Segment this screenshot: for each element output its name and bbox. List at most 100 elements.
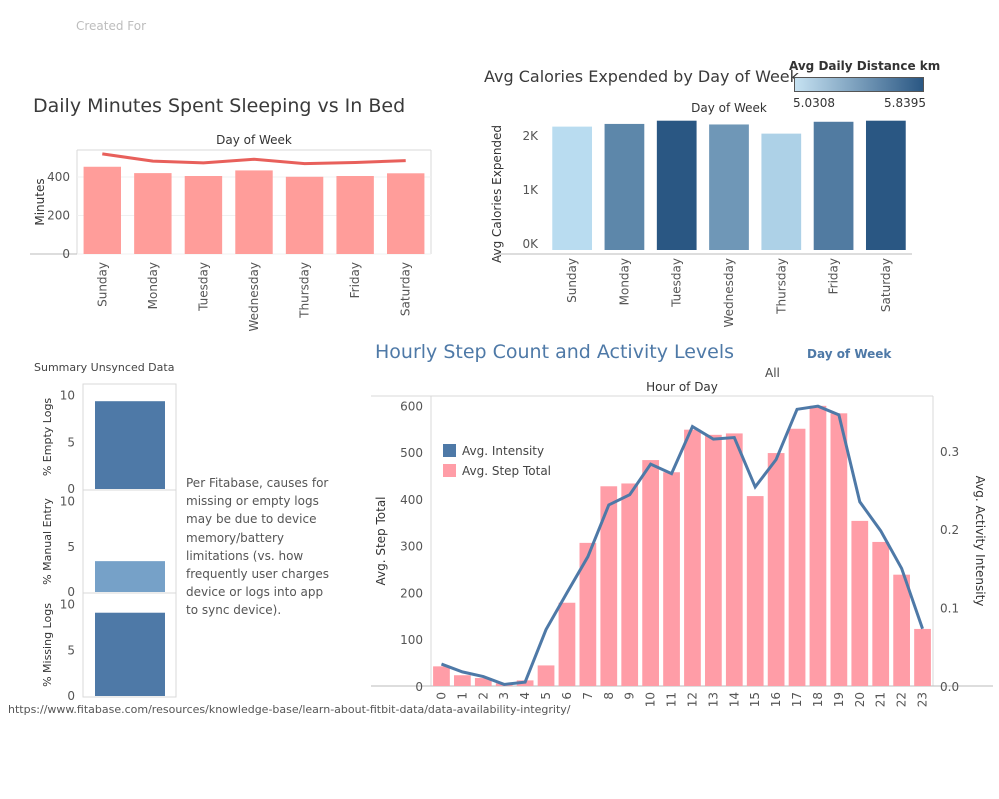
legend-intensity-swatch: [443, 444, 456, 457]
steps-x-tick: 5: [539, 692, 553, 700]
steps-y2-tick: 0.3: [940, 445, 959, 459]
summary-panel-label: % Missing Logs: [41, 603, 54, 687]
calories-chart-title: Avg Calories Expended by Day of Week: [484, 67, 799, 86]
calories-bar: [761, 133, 802, 250]
steps-x-tick: 23: [916, 692, 930, 707]
summary-bar: [95, 561, 165, 592]
calories-x-tick: Tuesday: [670, 258, 684, 308]
legend-steps-label: Avg. Step Total: [462, 464, 551, 478]
steps-y-tick: 400: [400, 493, 423, 507]
steps-bar: [663, 472, 680, 686]
sleep-y-tick: 400: [47, 170, 70, 184]
summary-y-tick: 0: [67, 482, 75, 496]
steps-y-tick: 300: [400, 540, 423, 554]
summary-y-tick: 5: [67, 540, 75, 554]
calories-bar: [865, 120, 906, 250]
summary-y-tick: 0: [67, 585, 75, 599]
sleep-x-tick: Saturday: [399, 262, 413, 316]
sleep-bar: [336, 176, 374, 254]
steps-bar: [914, 628, 931, 686]
summary-bar: [95, 401, 165, 489]
calories-y-tick: 2K: [522, 129, 539, 143]
calories-y-tick: 0K: [522, 237, 539, 251]
steps-x-tick: 8: [602, 692, 616, 700]
steps-bar: [788, 428, 806, 686]
steps-x-tick: 2: [476, 692, 490, 700]
steps-x-tick: 15: [748, 692, 762, 707]
distance-legend-max: 5.8395: [884, 96, 926, 110]
steps-bar: [851, 520, 869, 686]
steps-bar: [893, 574, 910, 686]
steps-y2-axis-title: Avg. Activity Intensity: [973, 476, 987, 607]
calories-bar: [709, 124, 749, 250]
steps-bar: [474, 678, 492, 686]
sleep-bar: [387, 173, 425, 254]
steps-x-tick: 3: [497, 692, 511, 700]
steps-bar: [684, 429, 701, 686]
sleep-x-tick: Friday: [348, 262, 362, 298]
steps-y-tick: 100: [400, 633, 423, 647]
steps-y2-tick: 0.1: [940, 602, 959, 616]
steps-x-tick: 14: [727, 692, 741, 707]
steps-chart-title: Hourly Step Count and Activity Levels: [375, 341, 735, 363]
sleep-bar: [285, 176, 324, 254]
calories-x-tick: Monday: [617, 258, 631, 305]
sleep-bar: [184, 176, 223, 254]
summary-chart-title: Summary Unsynced Data: [34, 361, 175, 374]
steps-y-tick: 600: [400, 399, 423, 413]
steps-bar: [537, 665, 555, 686]
steps-x-tick: 10: [644, 692, 658, 707]
fitabase-note: Per Fitabase, causes for missing or empt…: [186, 476, 329, 618]
calories-x-tick: Saturday: [879, 258, 893, 312]
summary-panel-label: % Manual Entry: [41, 498, 54, 585]
steps-y-tick: 200: [400, 586, 423, 600]
sleep-x-tick: Tuesday: [196, 262, 210, 312]
distance-color-legend: [794, 77, 924, 92]
distance-legend-min: 5.0308: [793, 96, 835, 110]
sleep-in-bed-line: [102, 152, 406, 166]
summary-y-tick: 0: [67, 689, 75, 703]
steps-y-tick: 0: [415, 680, 423, 694]
summary-y-tick: 10: [60, 389, 75, 403]
summary-y-tick: 5: [67, 435, 75, 449]
steps-bar: [872, 541, 890, 686]
day-of-week-filter-label[interactable]: Day of Week: [807, 347, 892, 361]
steps-x-tick: 7: [581, 692, 595, 700]
steps-x-tick: 17: [790, 692, 804, 707]
summary-y-tick: 5: [67, 643, 75, 657]
calories-x-tick: Sunday: [565, 258, 579, 303]
steps-x-tick: 22: [895, 692, 909, 707]
summary-bar: [95, 612, 165, 696]
steps-bar: [600, 486, 618, 686]
day-of-week-filter-value[interactable]: All: [765, 366, 780, 380]
summary-panel-label: % Empty Logs: [41, 398, 54, 477]
steps-x-tick: 16: [769, 692, 783, 707]
calories-bar: [604, 123, 645, 250]
steps-bar: [767, 453, 785, 686]
steps-y2-tick: 0.2: [940, 523, 959, 537]
intensity-line: [440, 404, 924, 686]
summary-panel-frame: [82, 592, 177, 698]
sleep-x-tick: Sunday: [95, 262, 109, 307]
calories-bar: [813, 121, 854, 251]
sleep-bar: [235, 170, 273, 254]
sleep-x-tick: Monday: [146, 262, 160, 309]
steps-x-tick: 19: [832, 692, 846, 707]
sleep-chart-title: Daily Minutes Spent Sleeping vs In Bed: [33, 95, 406, 117]
steps-x-tick: 21: [874, 692, 888, 707]
legend-intensity-label: Avg. Intensity: [462, 444, 544, 458]
steps-y-tick: 500: [400, 446, 423, 460]
sleep-x-axis-title: Day of Week: [216, 133, 292, 147]
steps-bar: [579, 542, 597, 686]
steps-bar: [746, 496, 764, 686]
sleep-x-tick: Thursday: [298, 262, 312, 319]
steps-y-axis-title: Avg. Step Total: [374, 496, 388, 585]
steps-bar: [454, 675, 471, 686]
source-url: https://www.fitabase.com/resources/knowl…: [8, 703, 571, 716]
steps-x-tick: 12: [685, 692, 699, 707]
calories-x-tick: Friday: [827, 258, 841, 294]
calories-bar: [552, 126, 593, 250]
steps-bar: [433, 666, 450, 686]
calories-x-tick: Wednesday: [722, 258, 736, 327]
